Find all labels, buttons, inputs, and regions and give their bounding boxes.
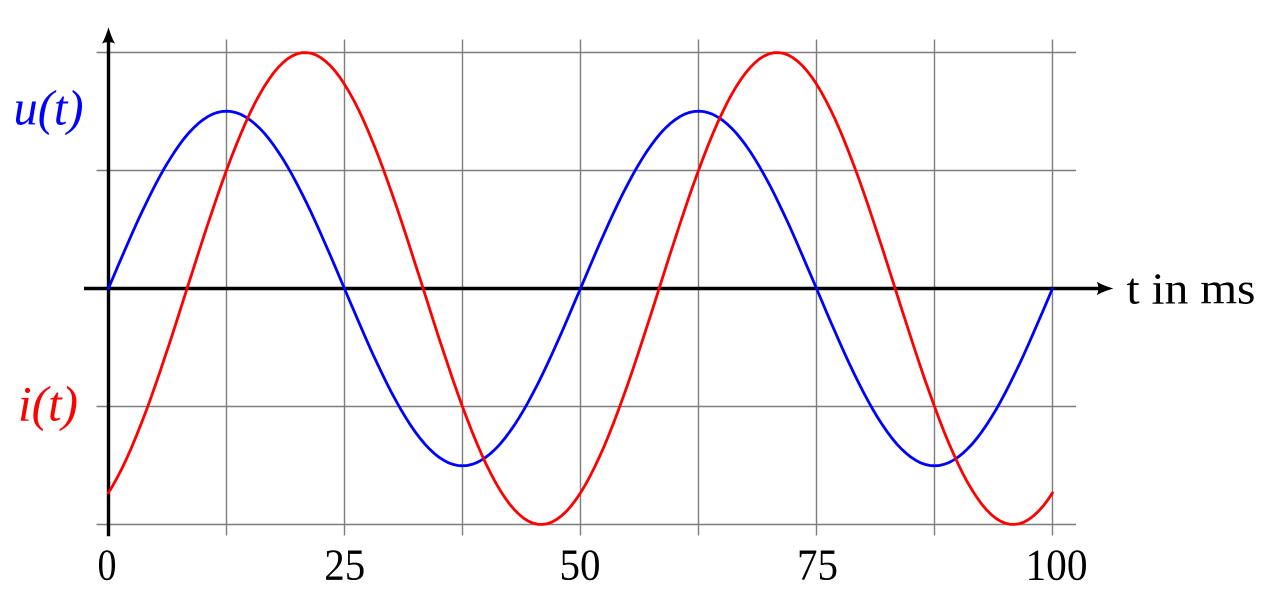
svg-text:50: 50 [560, 541, 601, 590]
svg-text:75: 75 [797, 541, 838, 590]
svg-text:0: 0 [98, 541, 117, 590]
svg-text:100: 100 [1026, 541, 1088, 590]
svg-text:25: 25 [324, 541, 365, 590]
svg-text:t in ms: t in ms [1127, 265, 1256, 314]
svg-text:u(t): u(t) [14, 80, 84, 136]
svg-text:i(t): i(t) [18, 376, 78, 432]
